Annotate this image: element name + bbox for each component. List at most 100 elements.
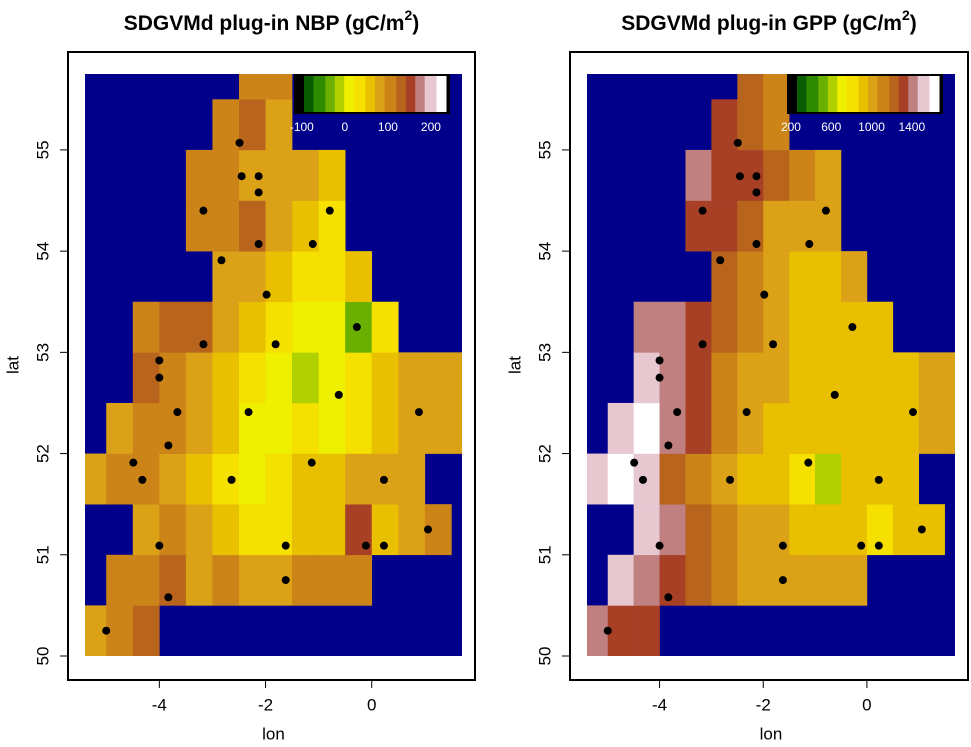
colorbar-strip [915, 76, 919, 112]
colorbar-strip [860, 76, 864, 112]
grid-cell [265, 402, 293, 454]
colorbar-tick-label: 100 [378, 120, 398, 134]
site-point [778, 541, 787, 550]
site-point [235, 138, 244, 147]
site-point [664, 441, 673, 450]
grid-cell [238, 554, 266, 606]
grid-cell [132, 605, 160, 656]
grid-cell [106, 402, 134, 454]
grid-cell [371, 352, 399, 404]
colorbar-strip [920, 76, 923, 112]
colorbar-strip [856, 76, 860, 112]
x-tick-label: -4 [652, 695, 667, 714]
grid-cell [840, 554, 868, 606]
colorbar-strip [375, 76, 378, 112]
colorbar-strip [320, 76, 324, 112]
colorbar-strip [896, 76, 900, 112]
colorbar-strip [884, 76, 888, 112]
colorbar-strip [330, 76, 333, 112]
grid-cell [789, 301, 816, 353]
grid-cell [711, 402, 738, 454]
colorbar-strip [304, 76, 307, 112]
colorbar-strip [344, 76, 348, 112]
colorbar-strip [804, 76, 807, 112]
colorbar-strip [360, 76, 364, 112]
plot-area [587, 74, 955, 656]
site-point [173, 408, 182, 417]
colorbar-strip [332, 76, 336, 112]
grid-cell [265, 200, 293, 252]
grid-cell [763, 149, 790, 201]
site-point [917, 525, 926, 534]
grid-cell [944, 402, 955, 454]
grid-cell [265, 352, 293, 404]
grid-cell [737, 352, 764, 404]
grid-cell [292, 402, 319, 454]
colorbar-strip [384, 76, 388, 112]
colorbar-strip [327, 76, 331, 112]
colorbar-strip [417, 76, 421, 112]
colorbar-strip [358, 76, 362, 112]
colorbar-strip [823, 76, 826, 112]
colorbar-strip [827, 76, 831, 112]
grid-cell [238, 301, 266, 353]
site-point [848, 323, 857, 332]
grid-cell [238, 504, 266, 556]
grid-cell [132, 554, 160, 606]
y-tick-label: 51 [33, 545, 52, 564]
grid-cell [292, 352, 319, 404]
grid-cell [318, 149, 346, 201]
grid-cell [711, 352, 738, 404]
site-point [254, 172, 263, 181]
colorbar-strip [315, 76, 319, 112]
grid-cell [815, 301, 842, 353]
colorbar-strip [341, 76, 345, 112]
colorbar-strip [405, 76, 409, 112]
colorbar-strip [849, 76, 852, 112]
grid-cell [892, 453, 920, 505]
grid-cell [424, 402, 452, 454]
site-point [271, 340, 280, 349]
grid-cell [711, 554, 738, 606]
site-point [752, 240, 761, 249]
grid-cell [815, 251, 842, 303]
colorbar-strip [820, 76, 824, 112]
colorbar-strip [912, 76, 916, 112]
site-point [155, 541, 164, 550]
grid-cell [866, 402, 894, 454]
site-point [254, 240, 263, 249]
colorbar-strip [891, 76, 895, 112]
grid-cell [711, 251, 738, 303]
colorbar-strip [901, 76, 904, 112]
site-point [102, 626, 111, 635]
grid-cell [212, 99, 240, 151]
grid-cell [815, 453, 842, 505]
site-point [778, 576, 787, 585]
grid-cell [106, 453, 134, 505]
grid-cell [918, 402, 945, 454]
site-point [716, 256, 725, 265]
grid-cell [345, 402, 373, 454]
title-tail: ) [910, 12, 917, 35]
colorbar-tick-label: 0 [342, 120, 349, 134]
colorbar-strip [811, 76, 815, 112]
title-sup: 2 [404, 7, 412, 23]
grid-cell [212, 149, 240, 201]
grid-cell [633, 605, 660, 656]
site-point [227, 475, 236, 484]
grid-cell [763, 352, 790, 404]
site-point [414, 408, 423, 417]
site-point [664, 593, 673, 602]
colorbar-strip [363, 76, 367, 112]
grid-cell [159, 554, 187, 606]
colorbar-strip [370, 76, 374, 112]
colorbar-strip [322, 76, 326, 112]
grid-cell [318, 402, 346, 454]
colorbar-strip [379, 76, 383, 112]
chart-title: SDGVMd plug-in GPP (gC/m2) [621, 7, 917, 35]
colorbar-strip [839, 76, 843, 112]
x-tick-label: 0 [862, 695, 871, 714]
colorbar-strip [834, 76, 838, 112]
colorbar-strip [908, 76, 912, 112]
colorbar-strip [815, 76, 819, 112]
